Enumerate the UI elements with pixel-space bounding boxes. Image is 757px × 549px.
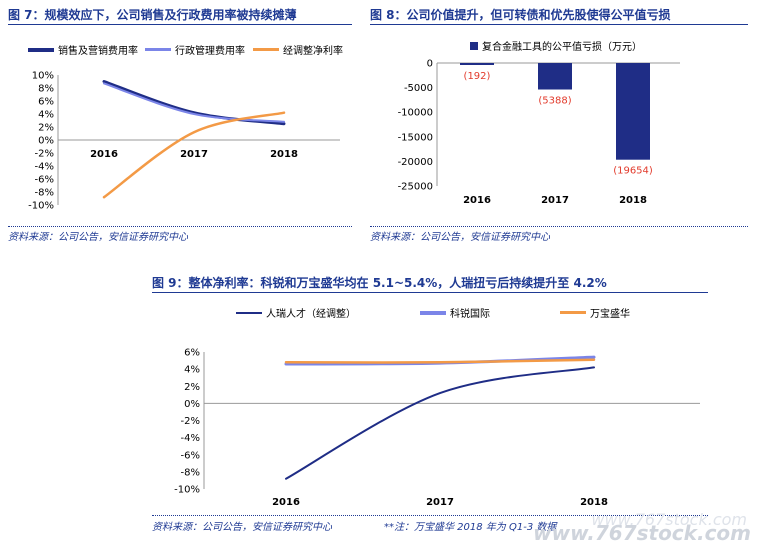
fig7-y-tick-label: -10% [28,201,54,212]
fig8-y-tick-label: -15000 [398,132,433,143]
fig9-y-tick-label: -10% [174,485,200,496]
fig9-x-tick-label: 2016 [272,497,300,508]
fig7-y-tick-label: 6% [38,97,54,108]
fig7-legend-item-1: 行政管理费用率 [145,42,245,57]
fig7-y-tick-label: 10% [32,71,54,82]
fig9-legend-label-2: 万宝盛华 [590,309,630,320]
fig7-title-rule [8,24,352,25]
fig7-y-tick-label: 2% [38,123,54,134]
fig9-legend-item-2: 万宝盛华 [560,305,630,320]
fig8-y-tick-label: -20000 [398,157,433,168]
fig9-legend-label-1: 科锐国际 [450,309,490,320]
fig9-x-tick-label: 2017 [426,497,454,508]
fig9-note: **注：万宝盛华 2018 年为 Q1-3 数据 [384,522,557,533]
fig9-x-tick-label: 2018 [580,497,608,508]
fig8-source-rule [370,226,748,227]
fig8-bar-1 [538,63,572,90]
fig9-y-tick-label: -8% [181,467,200,478]
fig7-y-tick-label: -4% [35,162,54,173]
fig7-x-tick-label: 2016 [90,149,118,160]
fig9-y-tick-label: 4% [184,365,200,376]
fig8-y-tick-label: -10000 [398,108,433,119]
fig7-y-tick-label: 8% [38,84,54,95]
fig9-legend-item-1: 科锐国际 [420,305,490,320]
fig7-source: 资料来源：公司公告，安信证券研究中心 [8,232,188,243]
fig7-series-line-1 [103,82,285,123]
fig7-y-tick-label: 0% [38,136,54,147]
fig9-y-tick-label: 0% [184,399,200,410]
fig8-x-tick-label: 2016 [463,195,491,206]
fig8-x-tick-label: 2017 [541,195,569,206]
fig8-y-tick-label: -25000 [398,182,433,193]
fig8-legend-label-0: 复合金融工具的公平值亏损（万元） [482,42,642,53]
fig9-y-tick-label: -6% [181,450,200,461]
fig7-y-tick-label: -6% [35,175,54,186]
fig7-legend-item-0: 销售及营销费用率 [28,42,138,57]
fig7-legend-label-1: 行政管理费用率 [175,46,245,57]
fig9-legend-label-0: 人瑞人才（经调整） [266,309,356,320]
fig9-y-tick-label: -4% [181,433,200,444]
fig7-legend-label-2: 经调整净利率 [283,46,343,57]
fig9-y-tick-label: 2% [184,382,200,393]
fig7-y-tick-label: -8% [35,188,54,199]
fig9-series-line-2 [284,358,596,364]
fig8-y-tick-label: 0 [427,59,433,70]
watermark: www.767stock.com [533,521,751,545]
fig9-y-tick-label: 6% [184,348,200,359]
fig8-bar-0 [460,63,494,65]
fig8-data-label-2: (19654) [613,166,653,177]
fig9-source: 资料来源：公司公告，安信证券研究中心 [152,522,332,533]
fig9-title-rule [152,292,708,293]
fig7-x-tick-label: 2017 [180,149,208,160]
watermark-secondary: www.767stock.com [591,510,747,529]
fig7-y-tick-label: -2% [35,149,54,160]
fig9-series-line-0 [285,366,595,480]
fig9-source-rule [152,515,708,516]
fig8-x-tick-label: 2018 [619,195,647,206]
fig8-title-rule [370,24,748,25]
fig8-data-label-1: (5388) [538,96,571,107]
fig8-title: 图 8：公司价值提升，但可转债和优先股使得公平值亏损 [370,8,671,22]
fig9-title: 图 9：整体净利率：科锐和万宝盛华均在 5.1~5.4%，人瑞扭亏后持续提升至 … [152,276,607,290]
fig8-data-label-0: (192) [464,71,491,82]
fig7-y-tick-label: 4% [38,110,54,121]
fig7-x-tick-label: 2018 [270,149,298,160]
fig7-series-line-0 [102,80,286,126]
fig8-y-tick-label: -5000 [404,83,433,94]
fig8-legend-item-0: 复合金融工具的公平值亏损（万元） [470,38,642,53]
fig9-y-tick-label: -2% [181,416,200,427]
fig9-legend-item-0: 人瑞人才（经调整） [236,305,356,320]
fig7-legend-item-2: 经调整净利率 [253,42,343,57]
fig7-series-line-2 [102,111,286,199]
fig7-title: 图 7：规模效应下，公司销售及行政费用率被持续摊薄 [8,8,297,22]
fig8-source: 资料来源：公司公告，安信证券研究中心 [370,232,550,243]
fig8-bar-2 [616,63,650,160]
fig7-legend-label-0: 销售及营销费用率 [58,46,138,57]
fig7-source-rule [8,226,352,227]
